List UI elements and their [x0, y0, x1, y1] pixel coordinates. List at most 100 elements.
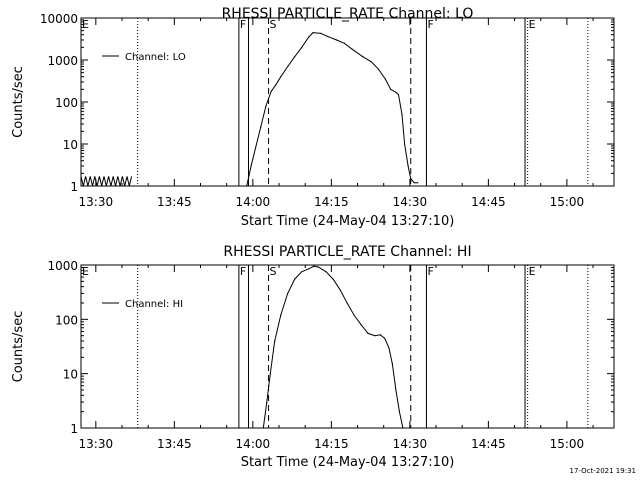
x-tick-label: 13:30 [79, 195, 114, 209]
footer-timestamp: 17-Oct-2021 19:31 [570, 467, 636, 475]
y-tick-label: 1 [70, 422, 78, 436]
data-point [397, 94, 400, 96]
data-point [301, 271, 303, 273]
data-point [265, 105, 267, 107]
data-point [367, 332, 369, 334]
marker-label: S [270, 18, 277, 31]
plot-hi: RHESSI PARTICLE_RATE Channel: HI 1 10 100 10… [11, 244, 615, 470]
plot-frame [80, 17, 615, 187]
data-point [262, 427, 264, 429]
x-tick-label: 14:00 [236, 437, 271, 451]
x-tick-label: 14:00 [236, 195, 271, 209]
data-point [266, 401, 268, 403]
data-point [413, 182, 415, 184]
data-point [388, 347, 390, 349]
data-point [317, 266, 319, 268]
data-point [336, 39, 338, 41]
marker-label: E [82, 265, 89, 278]
data-point [280, 314, 282, 316]
series-line [262, 265, 404, 429]
data-point [417, 182, 419, 184]
marker-label: S [270, 265, 277, 278]
x-tick-label: 14:30 [393, 437, 428, 451]
data-point [287, 65, 289, 68]
data-point [246, 185, 248, 187]
data-point [274, 340, 276, 342]
data-point [346, 302, 348, 304]
series-line [246, 32, 418, 187]
data-point [308, 268, 310, 270]
marker-label: E [82, 18, 89, 31]
legend-label: Channel: LO [125, 52, 186, 63]
chart-title: RHESSI PARTICLE_RATE Channel: HI [223, 244, 471, 260]
x-tick-label: 14:45 [471, 195, 506, 209]
y-tick-label: 100 [55, 313, 78, 327]
x-tick-label: 14:15 [314, 437, 349, 451]
data-point [374, 335, 376, 337]
data-point [370, 61, 373, 63]
data-point [401, 114, 403, 116]
x-axis-label: Start Time (24-May-04 13:27:10) [241, 455, 455, 470]
data-point [325, 271, 327, 273]
data-point [343, 42, 345, 44]
data-point [407, 165, 409, 167]
x-tick-label: 13:45 [157, 437, 192, 451]
data-point [280, 76, 282, 78]
data-point [404, 143, 406, 145]
y-tick-label: 100 [55, 96, 78, 110]
data-point [351, 48, 353, 50]
data-point [395, 91, 397, 93]
series-noise [80, 176, 133, 187]
data-point [360, 324, 362, 326]
data-point [377, 68, 380, 70]
legend-label: Channel: HI [125, 299, 183, 310]
data-point [384, 337, 386, 339]
data-point [250, 165, 252, 167]
marker-label: F [240, 18, 246, 31]
data-point [254, 147, 257, 149]
y-tick-label: 1 [70, 180, 78, 194]
marker-label: E [529, 265, 536, 278]
data-point [320, 32, 322, 35]
data-point [270, 90, 272, 92]
x-tick-label: 13:30 [79, 437, 114, 451]
y-tick-label: 10000 [40, 12, 78, 26]
data-point [312, 31, 314, 34]
data-point [339, 289, 341, 291]
data-point [353, 314, 355, 316]
data-point [294, 278, 296, 280]
marker-label: F [240, 265, 246, 278]
data-point [390, 88, 392, 90]
x-tick-label: 13:45 [157, 195, 192, 209]
data-point [384, 78, 386, 80]
marker-label: F [427, 265, 433, 278]
data-point [395, 389, 397, 391]
data-point [269, 373, 271, 375]
y-axis-label: Counts/sec [11, 66, 26, 138]
data-point [294, 56, 296, 58]
data-point [398, 411, 400, 413]
data-point [301, 46, 303, 49]
y-tick-label: 10 [63, 368, 78, 382]
data-point [327, 36, 329, 38]
marker-label: F [427, 18, 433, 31]
x-tick-label: 14:45 [471, 437, 506, 451]
x-tick-label: 15:00 [550, 437, 585, 451]
y-tick-label: 1000 [47, 54, 78, 68]
data-point [379, 334, 381, 336]
plot-lo: RHESSI PARTICLE_RATE Channel: LO11010010… [11, 6, 615, 229]
data-point [260, 126, 262, 128]
y-tick-label: 1000 [47, 259, 78, 273]
x-axis-label: Start Time (24-May-04 13:27:10) [241, 214, 455, 229]
data-point [402, 427, 404, 429]
marker-label: E [529, 18, 536, 31]
y-tick-label: 10 [63, 138, 78, 152]
data-point [287, 292, 289, 294]
x-tick-label: 15:00 [550, 195, 585, 209]
x-tick-label: 14:15 [314, 195, 349, 209]
data-point [362, 56, 364, 58]
x-tick-label: 14:30 [393, 195, 428, 209]
plot-frame [80, 264, 615, 429]
data-point [274, 84, 277, 86]
y-axis-label: Counts/sec [11, 311, 26, 383]
